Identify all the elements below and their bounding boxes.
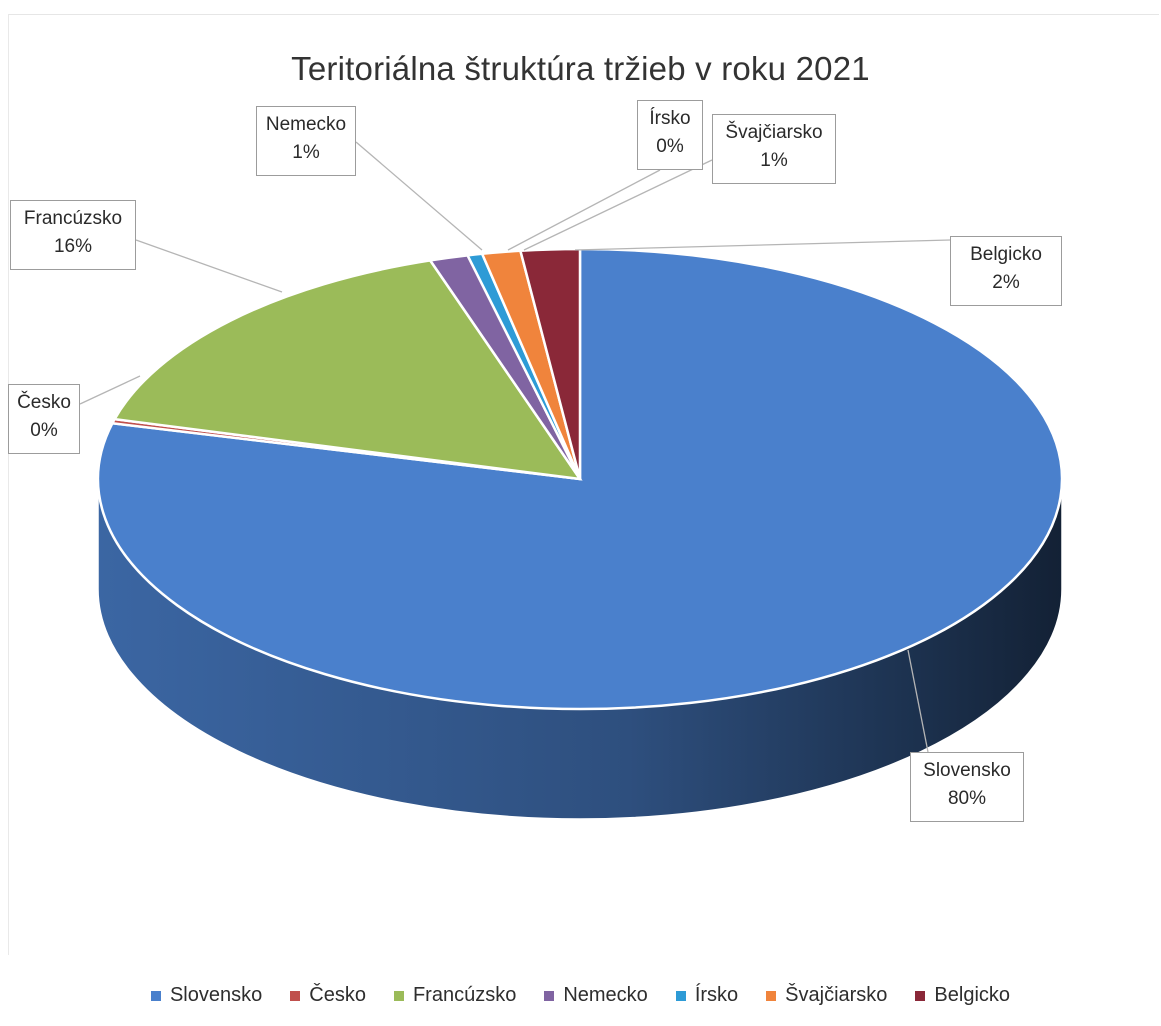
legend-swatch [150,990,161,1001]
pie-slice-francuzsko [112,259,583,481]
leader-line-belgicko [574,239,951,251]
legend-item-belgicko: Belgicko [915,984,1010,1007]
pie-tops [96,247,1064,711]
legend-item-slovensko: Slovensko [150,984,263,1007]
legend-label: Švajčiarsko [785,984,888,1006]
chart-title: Teritoriálna štruktúra tržieb v roku 202… [291,50,870,87]
data-label-name: Írsko [649,108,691,129]
leader-line-cesko [79,375,141,405]
legend-swatch [766,990,777,1001]
legend-label: Nemecko [563,984,648,1006]
legend-swatch [544,990,555,1001]
legend-item-irsko: Írsko [675,984,739,1007]
data-label-value: 1% [760,150,788,171]
leader-line-irsko [507,169,661,251]
data-label-value: 0% [656,136,684,157]
legend-item-cesko: Česko [290,984,366,1007]
legend: Slovensko Česko Francúzsko Nemecko Írsko Švaj… [0,984,1161,1007]
leader-line-nemecko [355,141,483,251]
data-label-name: Nemecko [265,114,347,135]
pie-slice-belgicko [518,247,582,480]
legend-label: Írsko [694,984,739,1006]
legend-swatch [915,990,926,1001]
legend-label: Francúzsko [412,984,517,1006]
data-label-irsko: Írsko 0% [637,100,703,170]
leader-line-svajciarsko [523,159,713,251]
data-label-name: Slovensko [923,760,1011,781]
data-label-belgicko: Belgicko 2% [950,236,1062,306]
legend-swatch [290,990,301,1001]
data-label-francuzsko: Francúzsko 16% [10,200,136,270]
data-label-name: Česko [17,392,71,413]
data-label-value: 80% [947,788,987,809]
data-label-name: Švajčiarsko [725,122,823,143]
data-label-value: 2% [992,272,1020,293]
data-label-name: Belgicko [970,244,1042,265]
legend-swatch [393,990,404,1001]
leader-lines [79,141,951,753]
data-label-slovensko: Slovensko 80% [910,752,1024,822]
legend-item-nemecko: Nemecko [544,984,648,1007]
data-label-value: 1% [292,142,320,163]
legend-label: Česko [309,984,366,1006]
data-label-value: 0% [30,420,58,441]
legend-item-svajciarsko: Švajčiarsko [766,984,887,1007]
data-label-cesko: Česko 0% [8,384,80,454]
legend-item-francuzsko: Francúzsko [393,984,517,1007]
legend-label: Slovensko [169,984,263,1006]
chart-area [8,14,1159,955]
leader-line-francuzsko [135,239,283,293]
data-label-nemecko: Nemecko 1% [256,106,356,176]
data-label-value: 16% [53,236,93,257]
legend-swatch [675,990,686,1001]
leader-line-slovensko [907,649,929,753]
data-label-name: Francúzsko [23,208,123,229]
legend-label: Belgicko [934,984,1011,1006]
data-label-svajciarsko: Švajčiarsko 1% [712,114,836,184]
